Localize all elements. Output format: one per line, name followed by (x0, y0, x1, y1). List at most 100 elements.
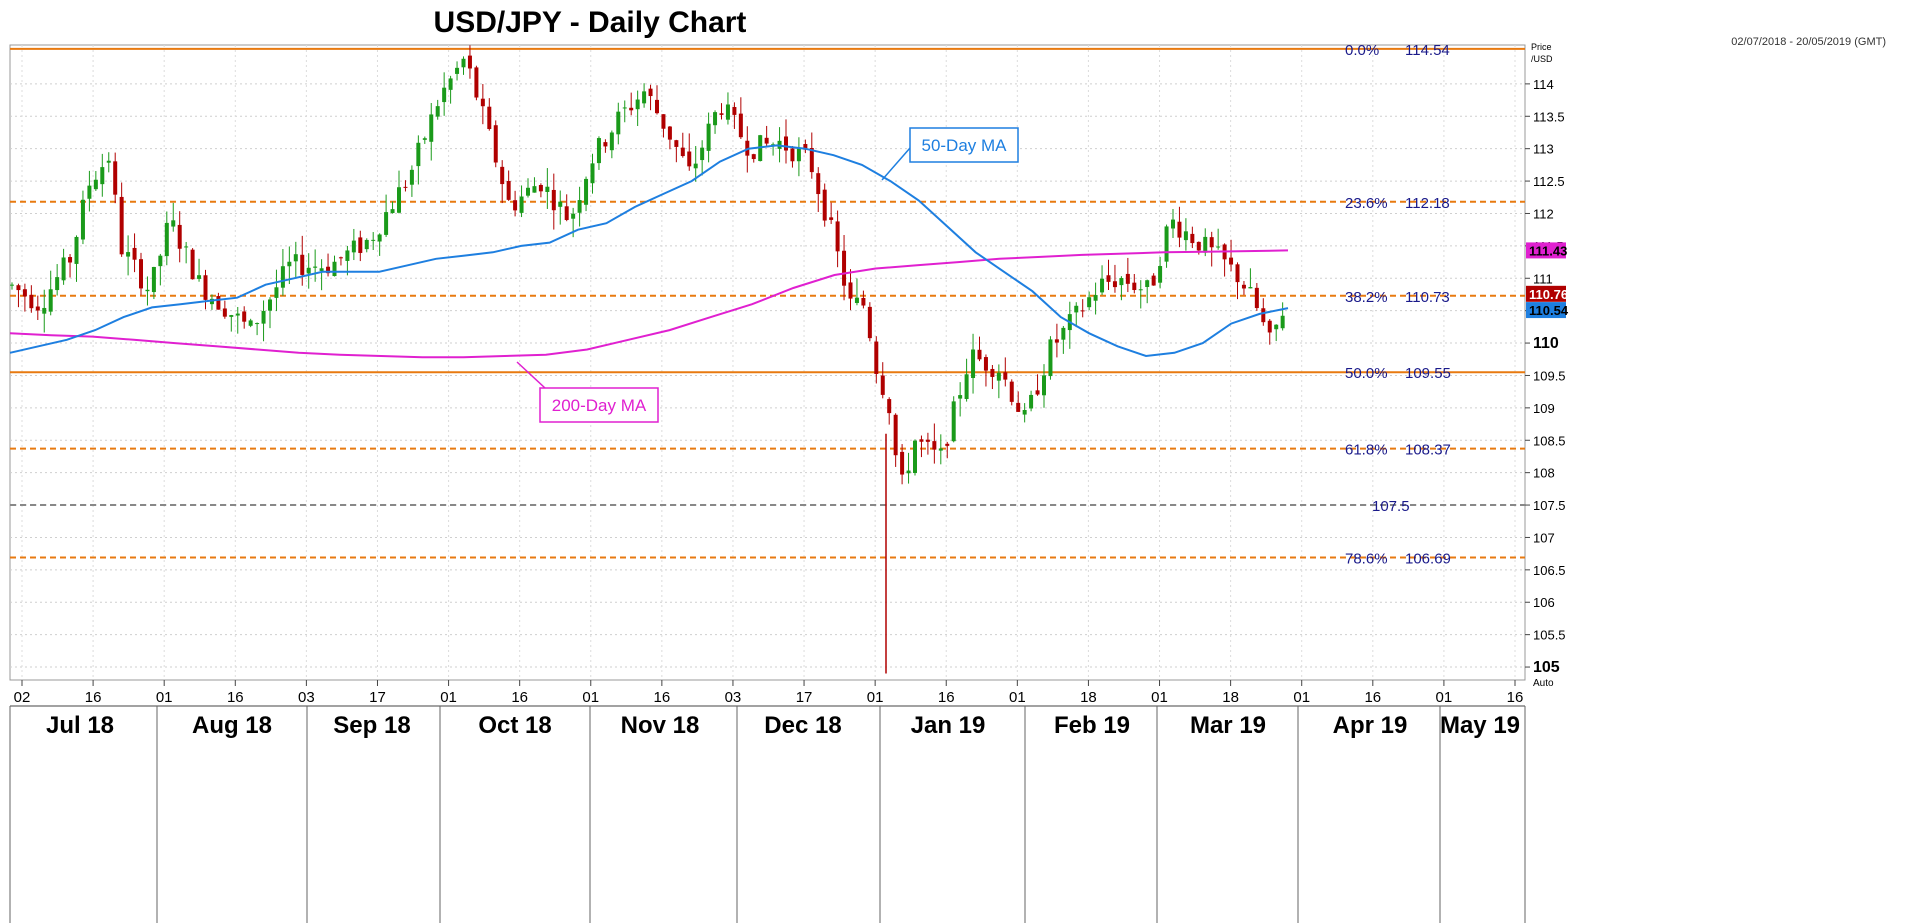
candle-body (287, 261, 292, 267)
x-tick-label: 01 (440, 689, 457, 706)
candle-body (1100, 278, 1105, 293)
candle-body (603, 142, 608, 147)
candle-body (1209, 237, 1214, 248)
candle-body (751, 154, 756, 160)
y-tick-label: 106 (1533, 595, 1555, 610)
candle-body (74, 236, 79, 264)
candle-body (100, 167, 105, 185)
candle-body (1183, 231, 1188, 241)
candle-body (22, 289, 27, 297)
candle-body (190, 249, 195, 280)
candle-body (435, 106, 440, 117)
x-tick-label: 16 (938, 689, 955, 706)
candle-body (216, 296, 221, 310)
candle-body (351, 240, 356, 253)
x-tick-label: 16 (1507, 689, 1524, 706)
candle-body (725, 104, 730, 120)
price-axis: 105 105.5 106 106.5 107 107.5 108 108.5 109 109.5… (1525, 42, 1566, 676)
fib-levels: 0.0% 114.54 23.6% 112.18 38.2% 110.73 50.0% 109… (10, 42, 1525, 568)
candle-body (764, 137, 769, 144)
x-tick-label: 01 (1293, 689, 1310, 706)
candle-body (319, 268, 324, 271)
candle-body (1235, 264, 1240, 283)
ma50-line (9, 144, 1289, 358)
candle-body (958, 395, 963, 399)
ma200-value: 111.43 (1529, 243, 1567, 258)
candle-body (500, 166, 505, 185)
candle-body (571, 213, 576, 219)
candle-body (713, 112, 718, 126)
y-tick-label: 107.5 (1533, 498, 1566, 513)
candle-body (1216, 246, 1221, 248)
candle-body (1145, 280, 1150, 287)
candle-body (1138, 289, 1143, 291)
x-tick-label: 01 (582, 689, 599, 706)
x-tick-label: 17 (369, 689, 386, 706)
date-axis: 02 16 01 16 03 17 01 16 01 16 03 17 01 16 01 18 01 18 01 16… (9, 678, 1554, 923)
candle-body (1106, 275, 1111, 282)
x-tick-label: 01 (1151, 689, 1168, 706)
candle-body (513, 200, 518, 211)
candle-body (255, 323, 260, 325)
candle-body (893, 414, 898, 456)
candle-body (784, 136, 788, 151)
candle-body (829, 217, 834, 220)
ma50-value: 110.54 (1529, 303, 1569, 318)
candle-body (551, 189, 556, 211)
month-label: Aug 18 (192, 712, 272, 739)
candle-body (906, 470, 911, 474)
candle-body (119, 196, 124, 255)
candle-body (461, 58, 466, 68)
candle-body (635, 99, 640, 110)
y-tick-label: 107 (1533, 530, 1555, 545)
candle-body (1093, 295, 1098, 301)
candle-body (977, 349, 982, 360)
candle-body (139, 259, 143, 289)
x-tick-label: 01 (1436, 689, 1453, 706)
candle-body (1112, 281, 1117, 288)
candle-body (1158, 266, 1163, 283)
candle-body (1022, 410, 1027, 415)
candle-body (106, 160, 111, 163)
candle-body (564, 206, 569, 220)
x-tick-label: 18 (1080, 689, 1097, 706)
candle-body (629, 107, 634, 111)
candle-body (1087, 297, 1092, 308)
y-tick-label: 109.5 (1533, 368, 1566, 383)
price-axis-label: Price (1531, 42, 1552, 52)
candle-body (48, 289, 53, 312)
month-label: Feb 19 (1054, 712, 1130, 739)
candle-body (809, 148, 814, 173)
candle-body (377, 234, 382, 242)
ma200-label: 200-Day MA (552, 396, 647, 415)
candle-body (164, 222, 169, 257)
fib-label: 23.6% (1345, 195, 1388, 212)
candle-body (42, 307, 47, 314)
fib-value: 114.54 (1405, 42, 1450, 59)
candle-body (951, 401, 956, 442)
candle-body (680, 147, 685, 157)
candle-body (1054, 339, 1059, 343)
candle-body (990, 368, 995, 377)
candle-body (558, 201, 563, 207)
y-tick-label: 105.5 (1533, 628, 1566, 643)
candle-body (526, 187, 530, 196)
y-tick-label: 110 (1533, 335, 1559, 352)
candle-body (932, 441, 937, 450)
ma200-line (9, 249, 1289, 359)
candle-body (642, 91, 647, 104)
y-tick-label: 112.5 (1533, 174, 1565, 189)
candle-body (616, 111, 621, 135)
candle-body (409, 169, 414, 185)
candle-body (293, 254, 298, 262)
fib-value: 108.37 (1405, 442, 1451, 459)
candle-body (900, 451, 905, 475)
candle-body (93, 179, 98, 190)
candle-body (577, 200, 582, 213)
y-tick-label: 113 (1533, 142, 1554, 157)
candle-body (403, 186, 408, 188)
candle-body (442, 87, 447, 103)
candle-body (145, 289, 150, 292)
candle-body (1229, 257, 1234, 265)
